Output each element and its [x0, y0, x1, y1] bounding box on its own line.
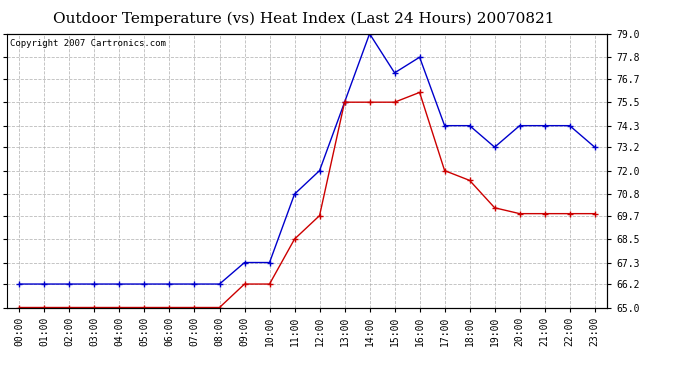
Text: Copyright 2007 Cartronics.com: Copyright 2007 Cartronics.com — [10, 39, 166, 48]
Text: Outdoor Temperature (vs) Heat Index (Last 24 Hours) 20070821: Outdoor Temperature (vs) Heat Index (Las… — [53, 11, 554, 26]
